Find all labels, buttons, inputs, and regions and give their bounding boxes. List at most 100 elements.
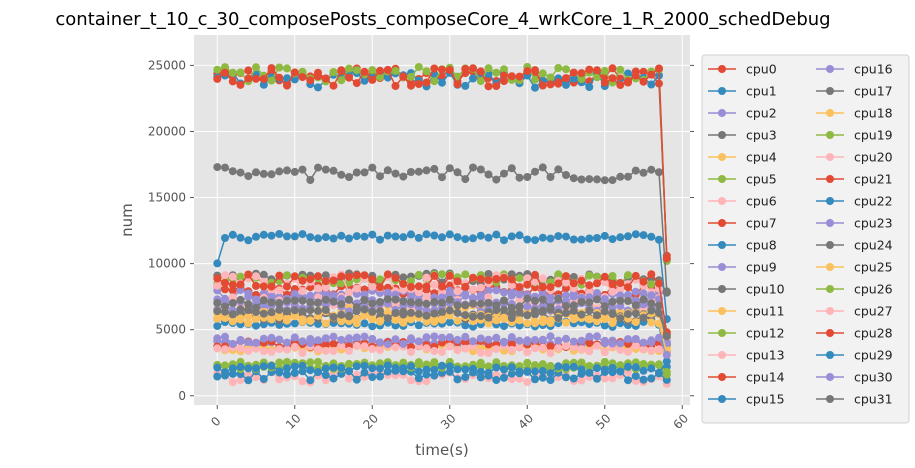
legend-label: cpu23 bbox=[854, 216, 893, 231]
data-point bbox=[624, 376, 632, 385]
data-point bbox=[275, 305, 284, 314]
data-point bbox=[655, 333, 663, 342]
data-point bbox=[221, 307, 229, 316]
data-point bbox=[236, 233, 245, 242]
x-tick-label: 50 bbox=[593, 411, 614, 432]
data-point bbox=[531, 336, 539, 344]
data-point bbox=[639, 313, 648, 322]
data-point bbox=[267, 76, 276, 85]
data-point bbox=[616, 339, 625, 348]
x-tick-label: 40 bbox=[515, 411, 536, 432]
series-layer bbox=[213, 62, 671, 388]
data-point bbox=[461, 282, 470, 291]
data-point bbox=[391, 273, 400, 282]
data-point bbox=[391, 363, 400, 372]
data-point bbox=[252, 338, 260, 347]
data-point bbox=[484, 64, 493, 73]
legend-label: cpu12 bbox=[746, 326, 785, 341]
data-point bbox=[321, 283, 330, 292]
data-point bbox=[360, 76, 369, 85]
data-point bbox=[569, 74, 578, 83]
data-point bbox=[399, 318, 408, 327]
data-point bbox=[523, 294, 532, 303]
data-point bbox=[554, 270, 563, 279]
data-point bbox=[445, 66, 454, 74]
data-point bbox=[639, 289, 648, 298]
data-point bbox=[562, 302, 570, 310]
data-point bbox=[608, 279, 617, 288]
data-point bbox=[422, 365, 431, 374]
data-point bbox=[345, 278, 353, 287]
data-point bbox=[461, 301, 470, 310]
data-point bbox=[600, 278, 609, 287]
data-point bbox=[368, 299, 377, 308]
data-point bbox=[236, 305, 245, 314]
legend-label: cpu11 bbox=[746, 304, 785, 319]
data-point bbox=[655, 345, 663, 354]
data-point bbox=[631, 372, 640, 380]
data-point bbox=[639, 375, 648, 384]
data-point bbox=[329, 313, 338, 321]
legend-item-cpu3: cpu3 bbox=[708, 128, 777, 143]
legend-marker bbox=[718, 153, 726, 161]
data-point bbox=[562, 74, 570, 83]
data-point bbox=[453, 375, 462, 384]
data-point bbox=[562, 334, 570, 343]
data-point bbox=[228, 310, 237, 319]
x-tick-label: 10 bbox=[283, 411, 304, 432]
data-point bbox=[267, 231, 276, 240]
data-point bbox=[554, 362, 563, 371]
data-point bbox=[407, 81, 415, 90]
data-point bbox=[469, 64, 477, 73]
data-point bbox=[283, 232, 291, 241]
data-point bbox=[546, 80, 555, 89]
data-point bbox=[438, 333, 446, 342]
data-point bbox=[329, 332, 338, 341]
legend-label: cpu30 bbox=[854, 370, 893, 385]
data-point bbox=[484, 276, 493, 284]
data-point bbox=[569, 362, 578, 371]
data-point bbox=[538, 274, 547, 283]
data-point bbox=[453, 335, 462, 344]
legend-label: cpu5 bbox=[746, 172, 777, 187]
data-point bbox=[360, 232, 369, 241]
data-point bbox=[352, 168, 361, 177]
data-point bbox=[221, 368, 229, 377]
legend-label: cpu1 bbox=[746, 84, 777, 99]
legend-item-cpu24: cpu24 bbox=[816, 238, 893, 253]
data-point bbox=[391, 232, 400, 241]
data-point bbox=[414, 63, 423, 71]
data-point bbox=[228, 299, 237, 307]
legend-label: cpu3 bbox=[746, 128, 777, 143]
data-point bbox=[655, 309, 663, 318]
data-point bbox=[616, 367, 625, 376]
data-point bbox=[484, 335, 493, 344]
data-point bbox=[600, 339, 609, 348]
data-point bbox=[430, 280, 439, 289]
data-point bbox=[461, 175, 470, 184]
data-point bbox=[538, 318, 547, 327]
data-point bbox=[329, 347, 338, 355]
data-point bbox=[624, 271, 632, 280]
data-point bbox=[438, 348, 446, 356]
data-point bbox=[523, 280, 532, 289]
data-point bbox=[639, 338, 648, 347]
data-point bbox=[476, 283, 485, 292]
data-point bbox=[376, 372, 384, 381]
data-point bbox=[337, 67, 346, 75]
data-point bbox=[306, 275, 315, 284]
legend-marker bbox=[826, 307, 834, 315]
data-point bbox=[492, 175, 501, 184]
data-point bbox=[314, 368, 322, 376]
series-cpu27 bbox=[213, 341, 671, 361]
legend-label: cpu8 bbox=[746, 238, 777, 253]
legend-item-cpu6: cpu6 bbox=[708, 194, 777, 209]
data-point bbox=[531, 367, 539, 376]
data-point bbox=[414, 321, 423, 330]
data-point bbox=[228, 68, 237, 77]
data-point bbox=[507, 164, 516, 173]
legend-item-cpu2: cpu2 bbox=[708, 106, 777, 121]
data-point bbox=[368, 373, 377, 382]
y-tick-label: 0 bbox=[178, 389, 186, 403]
data-point bbox=[228, 378, 237, 387]
